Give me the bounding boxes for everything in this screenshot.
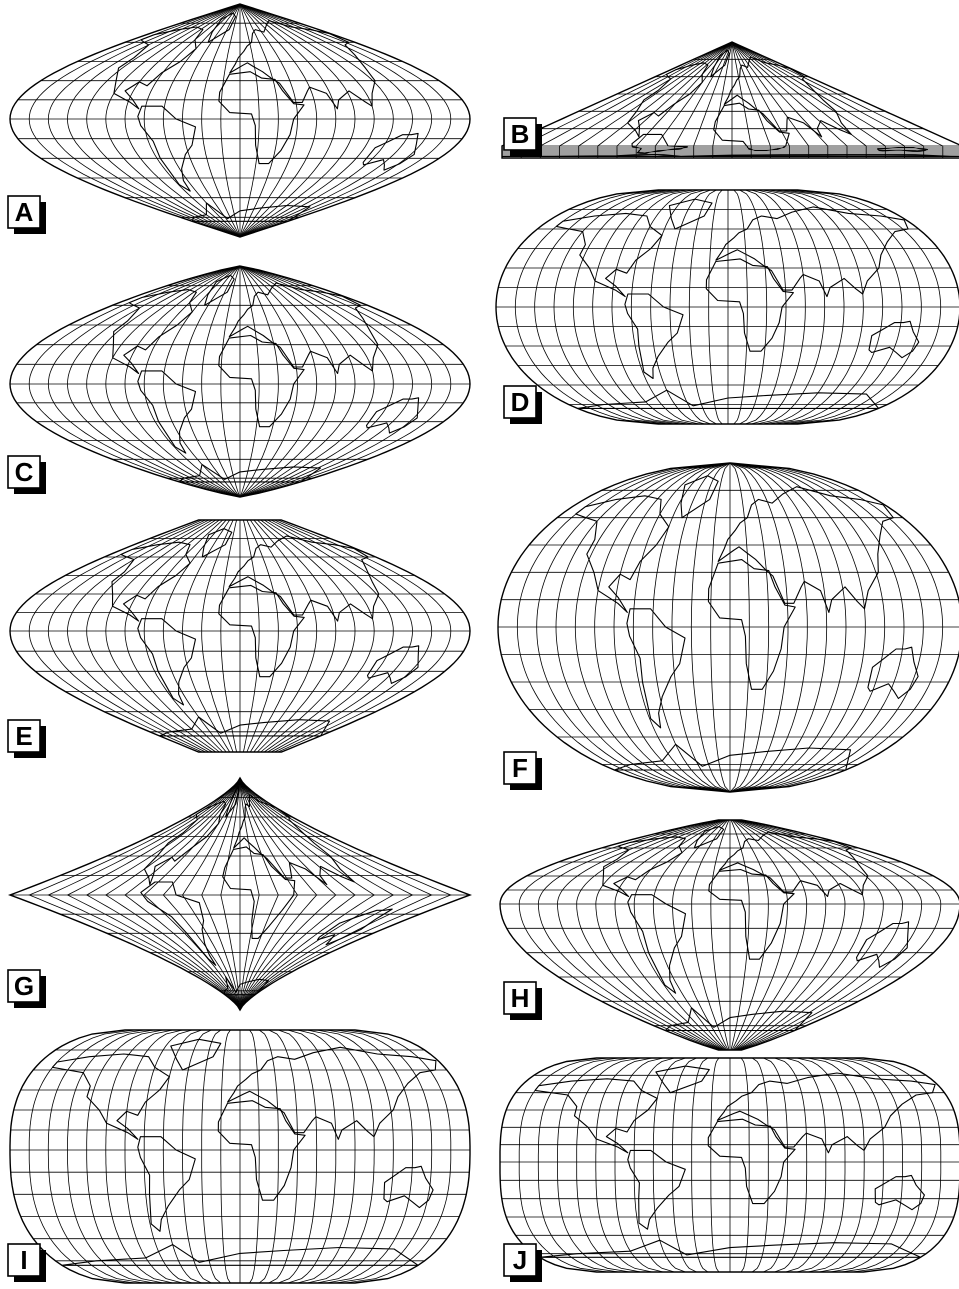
panel-label-text: C <box>15 457 34 487</box>
panel-label-g: G <box>7 969 46 1008</box>
panel-g: G <box>7 776 472 1012</box>
panel-label-text: I <box>20 1245 27 1275</box>
panel-b: B <box>501 41 959 159</box>
graticule <box>496 189 959 425</box>
panel-label-d: D <box>503 385 542 424</box>
panel-label-text: B <box>511 119 530 149</box>
panel-d: D <box>495 189 959 425</box>
panel-label-text: E <box>15 721 32 751</box>
coastlines <box>113 12 419 222</box>
coastlines <box>112 274 420 483</box>
coastlines <box>575 475 919 771</box>
panel-f: F <box>497 462 959 793</box>
panel-label-text: H <box>511 983 530 1013</box>
graticule <box>10 1029 470 1284</box>
panel-label-i: I <box>7 1243 46 1282</box>
coastlines <box>501 49 959 157</box>
graticule <box>498 462 959 793</box>
coastlines <box>534 1065 936 1258</box>
panel-label-b: B <box>503 117 542 156</box>
panel-i: I <box>7 1029 471 1284</box>
panel-label-text: D <box>511 387 530 417</box>
graticule <box>10 3 470 238</box>
panel-label-c: C <box>7 455 46 494</box>
panel-label-a: A <box>7 195 46 234</box>
map-outline <box>497 462 959 793</box>
panel-c: C <box>7 265 471 498</box>
coastlines <box>140 786 393 996</box>
graticule <box>500 819 959 1051</box>
panel-label-text: F <box>512 753 528 783</box>
panel-label-f: F <box>503 751 542 790</box>
panel-h: H <box>499 819 959 1051</box>
panel-label-h: H <box>503 981 542 1020</box>
map-outline <box>499 819 959 1051</box>
coastlines <box>602 825 910 1032</box>
graticule <box>10 265 470 498</box>
panel-label-text: J <box>513 1245 527 1275</box>
coastlines <box>111 528 420 737</box>
panel-e: E <box>7 519 471 758</box>
panel-label-text: G <box>14 971 34 1001</box>
coastlines <box>555 198 920 409</box>
panel-label-e: E <box>7 719 46 758</box>
graticule <box>500 1057 959 1273</box>
coastlines <box>51 1038 437 1266</box>
map-outline <box>499 1057 959 1273</box>
panel-label-text: A <box>15 197 34 227</box>
panel-label-j: J <box>503 1243 542 1282</box>
graticule <box>10 519 470 753</box>
panel-j: J <box>499 1057 959 1282</box>
graticule <box>10 777 470 1011</box>
panel-a: A <box>7 3 471 238</box>
